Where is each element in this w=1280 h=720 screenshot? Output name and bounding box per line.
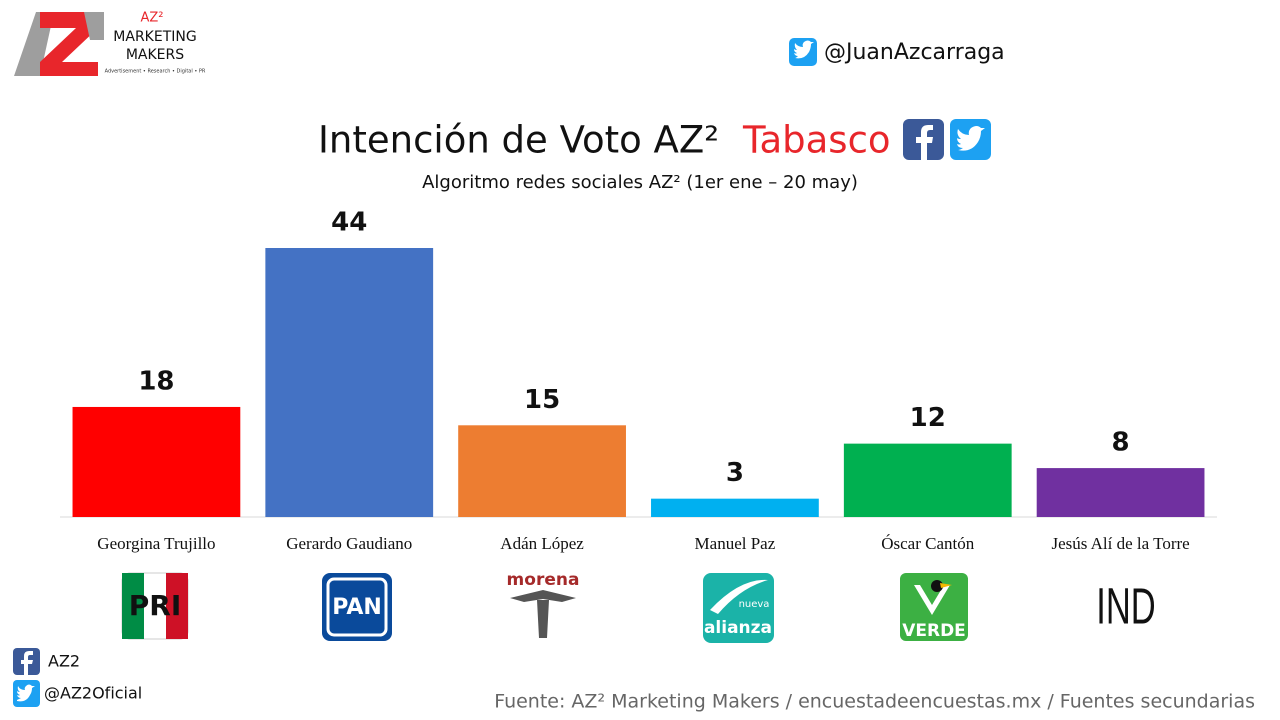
party-logo: PRI <box>121 572 189 640</box>
footer-twitter: @AZ2Oficial <box>44 684 142 703</box>
party-logo: VERDE <box>900 573 968 641</box>
logo-text: VERDE <box>902 621 966 641</box>
chart-subtitle: Algoritmo redes sociales AZ² (1er ene – … <box>422 172 858 193</box>
x-tick-label: Georgina Trujillo <box>97 534 215 553</box>
x-tick-label: Óscar Cantón <box>881 534 975 553</box>
brand-line: MARKETING <box>113 29 196 45</box>
brand-mark: AZ² <box>140 11 163 26</box>
x-tick-label: Gerardo Gaudiano <box>286 534 412 553</box>
brand-logo <box>14 12 104 76</box>
party-logo: PAN <box>322 573 392 641</box>
brand-line: MAKERS <box>126 47 184 63</box>
party-logo: morena <box>507 570 580 638</box>
logo-text: alianza <box>704 618 772 638</box>
x-tick-label: Manuel Paz <box>695 534 776 553</box>
twitter-glyph <box>957 126 985 151</box>
source-note: Fuente: AZ² Marketing Makers / encuestad… <box>494 691 1255 713</box>
chart-title-highlight: Tabasco <box>742 119 891 162</box>
twitter-glyph <box>17 684 35 702</box>
bar <box>651 498 819 517</box>
value-label: 15 <box>524 385 560 415</box>
bar <box>265 248 434 517</box>
value-label: 18 <box>138 366 174 396</box>
bar <box>843 443 1012 517</box>
brand-tagline: Advertisement • Research • Digital • PR <box>105 69 206 75</box>
value-label: 44 <box>331 208 367 238</box>
logo-subtext: nueva <box>739 599 770 610</box>
x-tick-label: Jesús Alí de la Torre <box>1051 534 1189 553</box>
logo-text: morena <box>507 570 580 590</box>
footer-facebook: AZ2 <box>48 652 80 671</box>
facebook-glyph <box>21 651 33 675</box>
value-label: 12 <box>910 403 946 433</box>
facebook-glyph <box>916 125 933 160</box>
twitter-glyph <box>794 40 814 59</box>
bar <box>72 406 241 517</box>
chart-title: Intención de Voto AZ² <box>318 119 719 162</box>
value-label: 8 <box>1112 428 1130 458</box>
x-tick-label: Adán López <box>500 534 584 553</box>
logo-text: PRI <box>129 589 182 622</box>
value-label: 3 <box>726 458 744 488</box>
logo-text: IND <box>1096 579 1155 635</box>
twitter-handle: @JuanAzcarraga <box>824 40 1005 65</box>
bar <box>458 425 626 517</box>
logo-text: PAN <box>332 595 382 620</box>
party-logo: nueva alianza <box>703 573 774 643</box>
bar <box>1036 468 1205 517</box>
